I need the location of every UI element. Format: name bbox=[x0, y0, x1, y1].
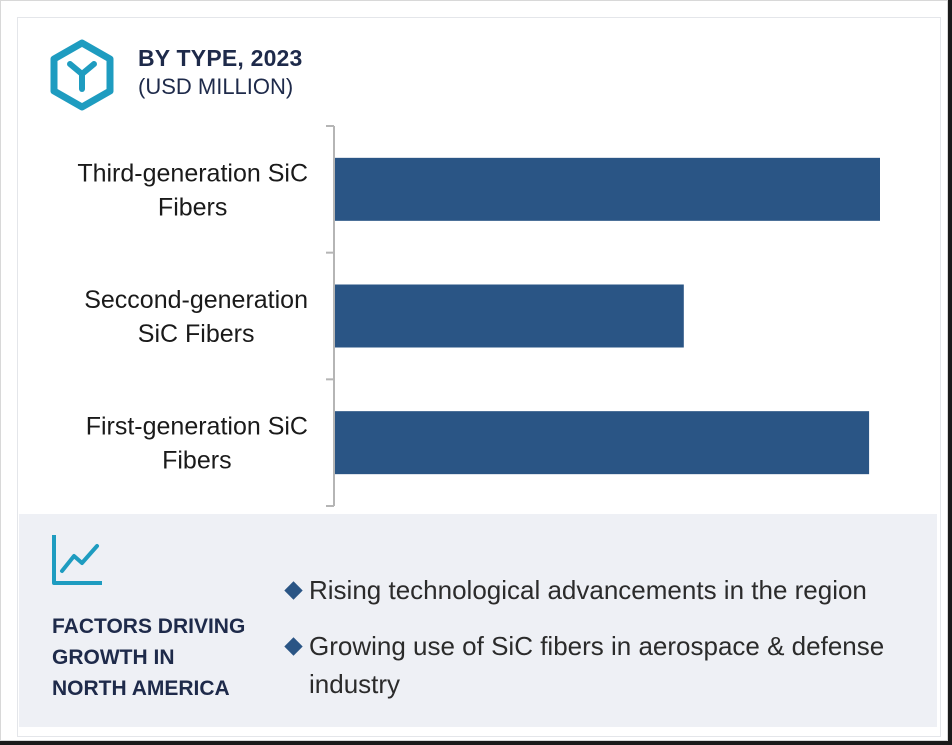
factors-heading-line: FACTORS DRIVING bbox=[52, 615, 246, 638]
bar bbox=[335, 411, 870, 475]
trend-chart-icon bbox=[52, 535, 102, 585]
factor-text: Growing use of SiC fibers in aerospace &… bbox=[309, 631, 885, 699]
factor-item: Growing use of SiC fibers in aerospace &… bbox=[284, 627, 924, 703]
factors-heading-line: NORTH AMERICA bbox=[52, 677, 230, 700]
bar-chart: Third-generation SiC Fibers Seccond-genera… bbox=[77, 125, 880, 507]
factor-text: Rising technological advancements in the… bbox=[309, 575, 867, 605]
card-frame bbox=[17, 17, 941, 737]
category-label: Third-generation SiC Fibers bbox=[77, 159, 308, 221]
factors-heading-line: GROWTH IN bbox=[52, 646, 175, 669]
category-label: Seccond-generation SiC Fibers bbox=[84, 286, 308, 348]
bar bbox=[335, 157, 880, 221]
factors-panel: FACTORS DRIVING GROWTH IN NORTH AMERICA … bbox=[19, 514, 937, 727]
diamond-bullet-icon bbox=[284, 581, 303, 600]
factor-item: Rising technological advancements in the… bbox=[284, 571, 924, 609]
factors-heading: FACTORS DRIVING GROWTH IN NORTH AMERICA bbox=[52, 611, 272, 704]
category-label: First-generation SiC Fibers bbox=[86, 413, 308, 475]
diamond-bullet-icon bbox=[284, 637, 303, 656]
hexagon-y-icon bbox=[50, 39, 114, 111]
chart-title: BY TYPE, 2023 bbox=[138, 45, 303, 71]
chart-subtitle: (USD MILLION) bbox=[138, 74, 294, 99]
bar bbox=[335, 284, 684, 348]
factors-list: Rising technological advancements in the… bbox=[284, 571, 924, 721]
